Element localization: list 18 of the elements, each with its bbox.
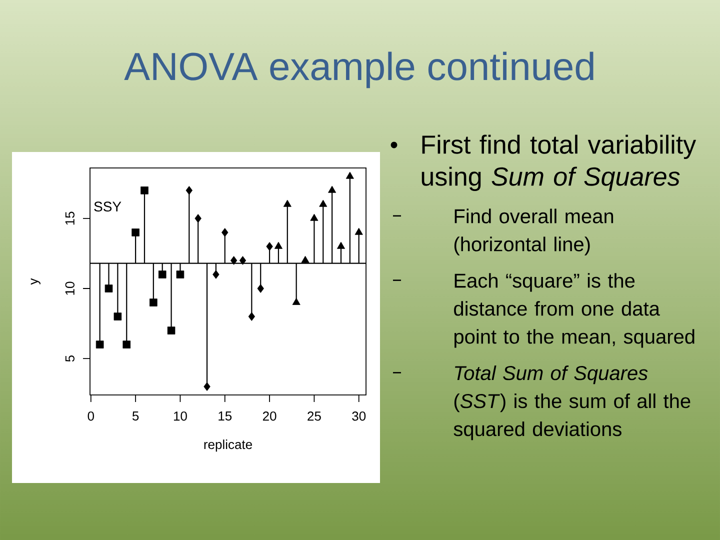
text: First find total variability using Sum of Squares [422,134,696,191]
x-tick-label: 0 [88,412,94,421]
y-tick-label: 5 [65,355,74,362]
text: Each “square” is the distance from one data point to the mean, squared [454,273,694,348]
y-tick-label: 15 [65,212,74,225]
x-axis-title: replicate [204,440,252,452]
x-tick-label: 10 [174,412,187,421]
x-tick-label: 25 [308,412,321,421]
chart-title: ANOVA example continued [124,52,594,88]
text: Total Sum of Squares (SST) is the sum of all the squared deviations [454,365,690,440]
y-tick-label: 10 [65,282,74,295]
x-tick-label: 30 [352,412,366,421]
y-axis-title: y [30,278,40,285]
annotation: SSY [94,202,122,212]
x-tick-label: 15 [218,412,232,421]
x-tick-label: 5 [132,412,139,421]
text: Find overall mean (horizontal line) [454,208,614,256]
x-tick-label: 20 [262,412,276,421]
